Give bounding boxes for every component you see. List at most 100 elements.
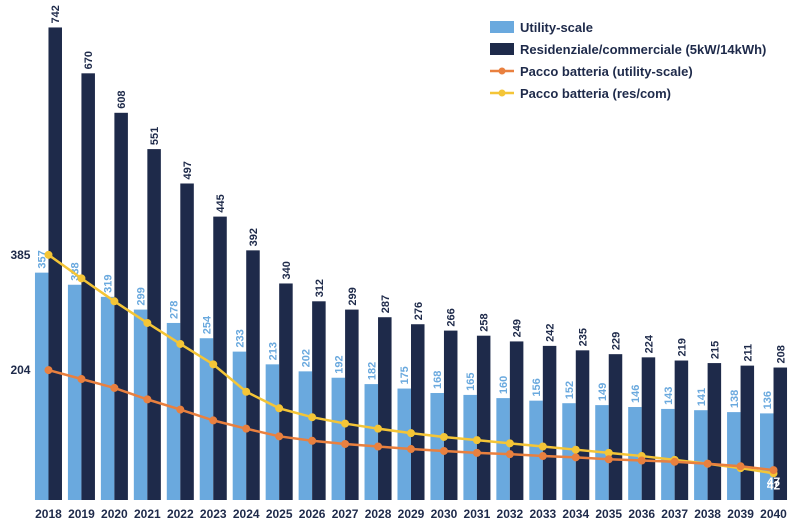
bar-rescom: [609, 354, 623, 500]
bar-label-utility: 202: [300, 349, 312, 367]
bar-utility: [694, 410, 708, 500]
line-pack-utility-marker: [473, 449, 480, 456]
x-axis-label: 2036: [628, 507, 655, 521]
bar-label-rescom: 287: [380, 295, 392, 313]
line-pack-rescom-marker: [144, 319, 151, 326]
bar-label-rescom: 497: [182, 161, 194, 179]
line-pack-utility-marker: [276, 433, 283, 440]
bar-rescom: [246, 250, 260, 500]
x-axis-label: 2021: [134, 507, 161, 521]
line-pack-rescom-marker: [342, 420, 349, 427]
chart-container: 3577423386703196082995512784972544452333…: [0, 0, 800, 526]
line-pack-rescom-marker: [440, 433, 447, 440]
bar-utility: [299, 371, 313, 500]
bar-label-utility: 192: [333, 355, 345, 373]
bar-label-utility: 165: [465, 373, 477, 391]
x-axis-label: 2029: [398, 507, 425, 521]
line-pack-rescom-marker: [408, 430, 415, 437]
line-pack-utility-marker: [506, 451, 513, 458]
x-axis-label: 2034: [562, 507, 589, 521]
bar-label-utility: 319: [103, 274, 115, 292]
bar-utility: [266, 364, 280, 500]
bar-label-utility: 149: [597, 383, 609, 401]
bar-utility: [727, 412, 741, 500]
x-axis-label: 2032: [497, 507, 524, 521]
bar-label-utility: 175: [399, 366, 411, 384]
bar-utility: [430, 393, 444, 500]
line-pack-rescom-marker: [506, 440, 513, 447]
legend-label: Utility-scale: [520, 20, 593, 35]
legend-item: Pacco batteria (res/com): [490, 82, 766, 104]
line-pack-utility-start-label: 204: [10, 363, 30, 377]
line-pack-rescom-marker: [276, 405, 283, 412]
bar-label-utility: 299: [136, 287, 148, 305]
bar-label-rescom: 224: [643, 334, 655, 353]
x-axis-label: 2038: [694, 507, 721, 521]
bar-label-utility: 156: [531, 378, 543, 396]
bar-label-utility: 182: [366, 362, 378, 380]
bar-label-rescom: 445: [215, 194, 227, 212]
bar-utility: [68, 285, 82, 500]
line-pack-utility-marker: [539, 453, 546, 460]
bar-label-utility: 146: [630, 385, 642, 403]
line-pack-utility-marker: [45, 367, 52, 374]
bar-rescom: [345, 310, 359, 500]
bar-label-utility: 141: [696, 388, 708, 406]
bar-rescom: [510, 341, 524, 500]
legend-label: Residenziale/commerciale (5kW/14kWh): [520, 42, 766, 57]
line-pack-rescom-marker: [375, 425, 382, 432]
bar-rescom: [444, 331, 458, 500]
line-pack-rescom-marker: [539, 443, 546, 450]
line-pack-utility-marker: [638, 457, 645, 464]
line-pack-utility-marker: [111, 384, 118, 391]
line-pack-rescom-marker: [111, 298, 118, 305]
bar-utility: [365, 384, 379, 500]
line-pack-rescom-marker: [572, 446, 579, 453]
bar-label-rescom: 276: [413, 302, 425, 320]
x-axis-label: 2020: [101, 507, 128, 521]
bar-label-rescom: 211: [742, 344, 754, 362]
line-pack-rescom-marker: [177, 340, 184, 347]
bar-label-rescom: 742: [50, 5, 62, 23]
x-axis-label: 2022: [167, 507, 194, 521]
x-axis-label: 2027: [332, 507, 359, 521]
line-pack-rescom-marker: [473, 437, 480, 444]
bar-label-utility: 254: [202, 315, 214, 334]
x-axis-label: 2033: [529, 507, 556, 521]
line-pack-utility-marker: [210, 417, 217, 424]
bar-rescom: [213, 217, 227, 500]
bar-label-rescom: 249: [512, 319, 524, 337]
x-axis-label: 2037: [661, 507, 688, 521]
bar-rescom: [642, 357, 656, 500]
bar-rescom: [477, 336, 491, 500]
legend-line-icon: [490, 87, 514, 99]
bar-label-utility: 233: [234, 329, 246, 347]
line-pack-utility-marker: [78, 376, 85, 383]
bar-label-utility: 152: [564, 381, 576, 399]
line-pack-utility-marker: [605, 456, 612, 463]
bar-label-rescom: 670: [83, 51, 95, 69]
bar-label-rescom: 235: [578, 328, 590, 346]
bar-utility: [661, 409, 675, 500]
bar-label-utility: 138: [729, 390, 741, 408]
legend-swatch: [490, 21, 514, 33]
x-axis-label: 2028: [365, 507, 392, 521]
bar-label-utility: 160: [498, 376, 510, 394]
legend: Utility-scale Residenziale/commerciale (5…: [490, 16, 766, 104]
bar-rescom: [708, 363, 722, 500]
x-axis-label: 2035: [595, 507, 622, 521]
bar-label-utility: 168: [432, 371, 444, 389]
bar-rescom: [411, 324, 425, 500]
bar-utility: [134, 310, 148, 500]
bar-label-rescom: 266: [446, 308, 458, 326]
legend-line-icon: [490, 65, 514, 77]
bar-utility: [35, 273, 49, 500]
bar-utility: [463, 395, 477, 500]
bar-label-rescom: 392: [248, 228, 260, 246]
bar-rescom: [675, 361, 689, 500]
line-pack-utility-marker: [704, 460, 711, 467]
line-pack-utility-marker: [440, 447, 447, 454]
line-pack-rescom-marker: [45, 251, 52, 258]
bar-rescom: [279, 283, 293, 500]
x-axis-label: 2030: [431, 507, 458, 521]
